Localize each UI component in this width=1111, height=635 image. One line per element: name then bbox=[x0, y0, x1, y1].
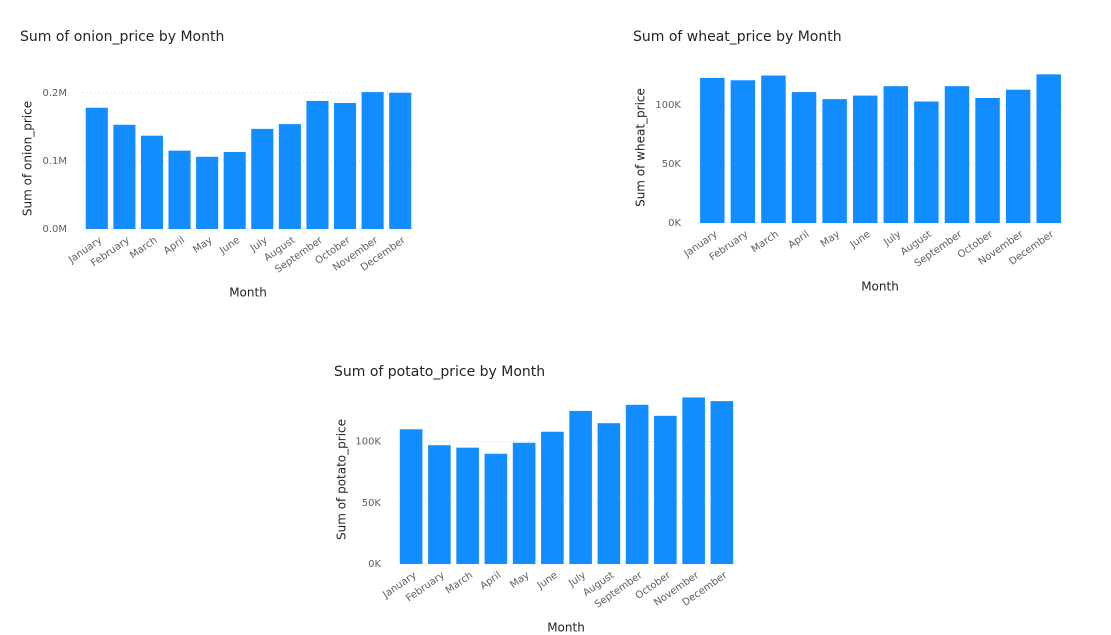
bar bbox=[512, 442, 536, 564]
bar bbox=[625, 404, 649, 564]
bar bbox=[944, 86, 970, 223]
y-axis-title: Sum of onion_price bbox=[21, 101, 35, 216]
bar bbox=[1005, 89, 1031, 223]
bar bbox=[791, 92, 817, 223]
bar bbox=[168, 150, 191, 229]
chart-title: Sum of onion_price by Month bbox=[20, 29, 224, 45]
bar bbox=[975, 97, 1000, 223]
x-tick-label: June bbox=[535, 570, 560, 592]
bar bbox=[852, 95, 878, 223]
bar bbox=[306, 100, 329, 229]
bar bbox=[700, 77, 725, 223]
bar bbox=[456, 447, 479, 564]
x-tick-label: March bbox=[750, 229, 781, 255]
y-axis-title: Sum of potato_price bbox=[335, 419, 349, 540]
bar bbox=[822, 99, 847, 223]
bar bbox=[223, 152, 246, 229]
bar bbox=[883, 86, 909, 223]
bar bbox=[389, 92, 412, 229]
bar bbox=[730, 80, 756, 223]
y-tick-label: 0.1M bbox=[42, 156, 67, 167]
y-tick-label: 0K bbox=[368, 559, 381, 570]
bar bbox=[597, 423, 621, 564]
bar bbox=[1036, 74, 1061, 223]
x-tick-label: May bbox=[508, 570, 531, 591]
bar bbox=[251, 128, 274, 229]
y-tick-label: 100K bbox=[355, 437, 381, 448]
x-tick-label: July bbox=[881, 229, 903, 249]
x-tick-label: April bbox=[786, 229, 811, 251]
bar bbox=[654, 415, 677, 564]
y-tick-label: 0K bbox=[668, 218, 681, 229]
x-tick-label: April bbox=[162, 235, 187, 257]
bar bbox=[428, 445, 451, 564]
bar bbox=[914, 101, 939, 223]
x-tick-label: June bbox=[848, 229, 873, 251]
x-axis-title: Month bbox=[547, 621, 585, 635]
x-tick-label: June bbox=[217, 235, 242, 257]
bar bbox=[278, 124, 301, 229]
bar bbox=[140, 135, 163, 229]
bar bbox=[334, 102, 357, 229]
x-axis-title: Month bbox=[229, 286, 267, 300]
y-tick-label: 50K bbox=[362, 498, 382, 509]
bar bbox=[541, 431, 564, 564]
x-tick-label: May bbox=[819, 229, 842, 250]
bar bbox=[85, 107, 108, 229]
y-tick-label: 100K bbox=[655, 100, 681, 111]
y-tick-label: 0.2M bbox=[42, 88, 67, 99]
bar bbox=[569, 410, 592, 564]
x-tick-label: March bbox=[444, 570, 475, 596]
y-tick-label: 50K bbox=[662, 159, 682, 170]
bar bbox=[682, 397, 705, 564]
bar bbox=[113, 124, 136, 229]
bar bbox=[710, 401, 734, 564]
bar bbox=[196, 156, 219, 229]
bar bbox=[484, 453, 508, 564]
x-tick-label: March bbox=[128, 235, 159, 261]
y-tick-label: 0.0M bbox=[42, 224, 67, 235]
chart-title: Sum of potato_price by Month bbox=[334, 364, 545, 380]
chart-title: Sum of wheat_price by Month bbox=[633, 29, 842, 45]
bar bbox=[399, 429, 423, 564]
bar bbox=[361, 92, 384, 229]
x-axis-title: Month bbox=[861, 280, 899, 294]
bar bbox=[761, 75, 786, 223]
x-tick-label: May bbox=[191, 235, 214, 256]
y-axis-title: Sum of wheat_price bbox=[634, 88, 648, 207]
x-tick-label: April bbox=[478, 570, 503, 592]
